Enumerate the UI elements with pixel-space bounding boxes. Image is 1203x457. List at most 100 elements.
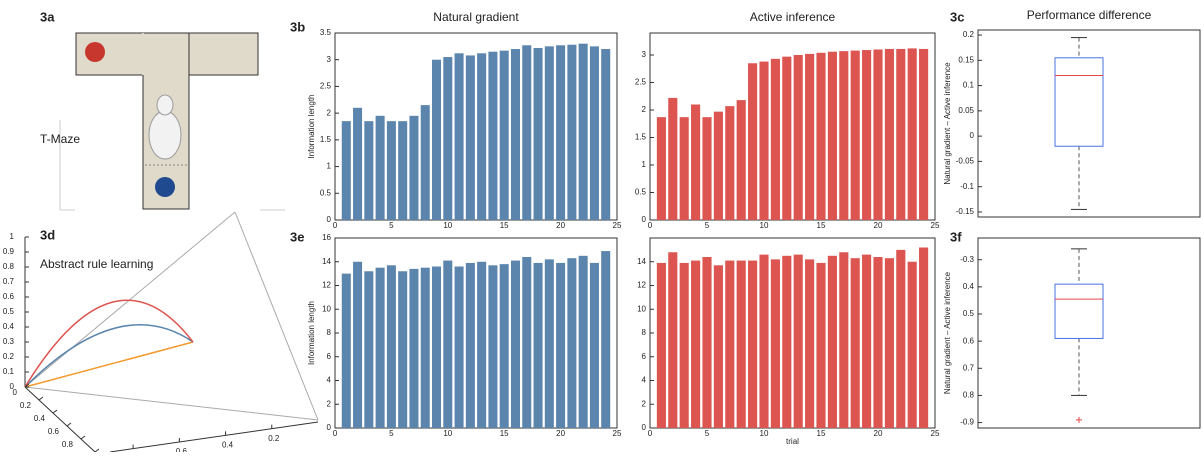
x-tick-label: 25 <box>931 221 940 230</box>
y-tick-label: -0.3 <box>960 255 974 264</box>
z-tick-label: 0.8 <box>3 262 15 271</box>
bar <box>511 49 520 220</box>
figure: T-Maze 3a 3b 3c 3d 3e 3f Natural gradien… <box>0 0 1203 452</box>
y-tick-label: 6 <box>642 352 647 361</box>
bar <box>398 121 407 220</box>
bar <box>421 105 430 220</box>
y-tick-label: 0.8 <box>963 391 975 400</box>
curve <box>25 325 193 387</box>
y-axis-label: Information length <box>307 94 316 158</box>
x-tick-label: 5 <box>705 429 710 438</box>
y-tick-label: 0 <box>327 423 332 432</box>
bar <box>725 106 734 220</box>
bar <box>851 258 860 428</box>
y-tick-label: 0.6 <box>176 447 188 452</box>
y-tick-label: 0 <box>970 131 975 140</box>
bar <box>579 44 588 220</box>
y-tick-label: 0.7 <box>963 363 975 372</box>
bar <box>908 262 917 428</box>
bar <box>443 57 452 220</box>
box <box>1055 284 1103 338</box>
z-tick-label: 0.1 <box>3 367 15 376</box>
y-tick-label: 0 <box>642 423 647 432</box>
x-axis-label: trial <box>786 437 799 446</box>
x-tick-label: 0.4 <box>34 414 46 423</box>
bar <box>839 252 848 428</box>
panel-label: 3f <box>950 229 962 244</box>
y-tick-label: 0.5 <box>320 188 332 197</box>
bar <box>590 263 599 428</box>
y-tick-label: 0.2 <box>268 434 280 443</box>
bar <box>805 54 814 220</box>
bar <box>590 46 599 220</box>
axes-frame <box>978 238 1200 428</box>
bar <box>387 265 396 428</box>
bar <box>919 248 928 429</box>
bar <box>522 45 531 220</box>
bar <box>455 53 464 220</box>
bar <box>702 257 711 428</box>
bar <box>567 258 576 428</box>
bar <box>353 108 362 220</box>
bar <box>714 265 723 428</box>
y-tick-label: 14 <box>637 257 646 266</box>
x-tick-label: 25 <box>613 221 622 230</box>
x-tick-label: 10 <box>760 429 769 438</box>
y-tick-label: 2.5 <box>635 78 647 87</box>
bar <box>376 116 385 220</box>
3d-frame <box>25 212 318 452</box>
bar <box>668 252 677 428</box>
bar <box>657 263 666 428</box>
y-tick-label: 8 <box>327 328 332 337</box>
bar <box>488 265 497 428</box>
x-tick-label: 20 <box>874 221 883 230</box>
bar <box>782 57 791 220</box>
outlier <box>1076 417 1082 423</box>
panel-label: 3e <box>290 229 304 244</box>
bar <box>556 45 565 220</box>
bar <box>691 105 700 221</box>
bar <box>534 263 543 428</box>
bar <box>342 274 351 428</box>
x-tick-label: 10 <box>443 429 452 438</box>
y-tick-label: 1 <box>642 160 647 169</box>
y-axis-label: Natural gradient – Active inference <box>943 271 952 394</box>
x-tick-label: 5 <box>389 221 394 230</box>
bar <box>702 117 711 220</box>
bar <box>919 49 928 220</box>
bar <box>771 259 780 428</box>
y-tick-label: -0.9 <box>960 418 974 427</box>
bar <box>353 262 362 428</box>
bar <box>714 112 723 220</box>
bar <box>522 257 531 428</box>
bar <box>432 267 441 429</box>
y-tick-label: 4 <box>327 376 332 385</box>
bar <box>601 251 610 428</box>
y-tick-label: 3.5 <box>320 28 332 37</box>
x-tick-label: 0 <box>648 429 653 438</box>
bar <box>409 116 418 220</box>
bar <box>455 267 464 429</box>
bar <box>432 60 441 220</box>
chart-title: Abstract rule learning <box>40 257 153 271</box>
bar <box>545 46 554 220</box>
y-tick-label: 0.6 <box>963 336 975 345</box>
y-tick-label: 0.5 <box>963 309 975 318</box>
bar <box>668 98 677 220</box>
bar <box>828 52 837 220</box>
y-tick-label: 0.1 <box>963 81 975 90</box>
bar <box>500 264 509 428</box>
curve <box>25 300 193 387</box>
x-tick-label: 10 <box>760 221 769 230</box>
tick <box>81 436 85 439</box>
y-tick-label: 2 <box>642 399 647 408</box>
y-tick-label: 2 <box>642 105 647 114</box>
tick <box>67 423 71 426</box>
x-tick-label: 10 <box>443 221 452 230</box>
y-tick-label: -0.15 <box>956 207 975 216</box>
y-tick-label: 10 <box>322 304 331 313</box>
bar <box>782 256 791 428</box>
bar <box>364 121 373 220</box>
bar <box>409 269 418 428</box>
x-tick-label: 25 <box>613 429 622 438</box>
